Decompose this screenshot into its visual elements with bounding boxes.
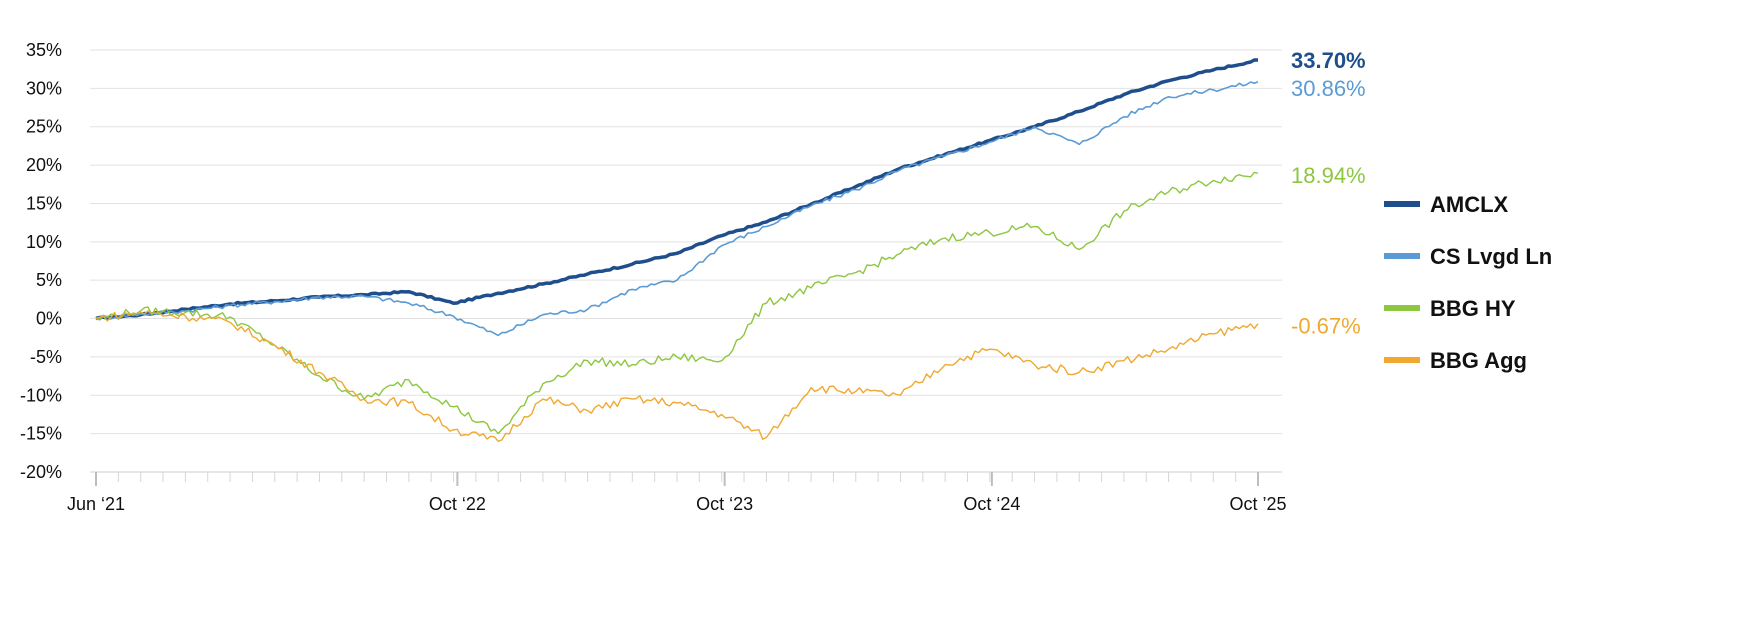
legend-swatch: [1384, 201, 1420, 207]
legend-swatch: [1384, 305, 1420, 311]
x-tick-label: Jun ‘21: [67, 494, 125, 514]
y-tick-label: 5%: [36, 270, 62, 290]
gridlines: [90, 49, 1282, 473]
legend-label: AMCLX: [1430, 192, 1509, 217]
x-axis: Jun ‘21 Oct ‘22 Oct ‘23 Oct ‘24 Oct ’25: [67, 471, 1287, 514]
x-tick-label: Oct ‘23: [696, 494, 753, 514]
end-value-label: 30.86%: [1291, 76, 1366, 101]
end-value-label: 33.70%: [1291, 48, 1366, 73]
legend-label: BBG Agg: [1430, 348, 1527, 373]
legend-label: CS Lvgd Ln: [1430, 244, 1552, 269]
legend-swatch: [1384, 357, 1420, 363]
y-tick-label: -20%: [20, 462, 62, 482]
legend-swatch: [1384, 253, 1420, 259]
end-value-label: 18.94%: [1291, 163, 1366, 188]
y-axis: 35% 30% 25% 20% 15% 10% 5% 0% -5% -10% -15% -20%: [20, 40, 62, 482]
series-line-1: [95, 81, 1259, 337]
series-lines: [95, 58, 1259, 442]
legend: AMCLX CS Lvgd Ln BBG HY BBG Agg: [1384, 192, 1552, 373]
y-tick-label: 0%: [36, 309, 62, 329]
y-tick-label: 20%: [26, 155, 62, 175]
x-tick-label: Oct ‘22: [429, 494, 486, 514]
end-value-label: -0.67%: [1291, 314, 1361, 339]
series-line-3: [95, 310, 1259, 442]
legend-label: BBG HY: [1430, 296, 1516, 321]
y-tick-label: 10%: [26, 232, 62, 252]
x-tick-label: Oct ’25: [1229, 494, 1286, 514]
end-value-labels: 33.70% 30.86% 18.94% -0.67%: [1291, 48, 1366, 339]
y-tick-label: 30%: [26, 78, 62, 98]
x-tick-label: Oct ‘24: [963, 494, 1020, 514]
y-tick-label: -5%: [30, 347, 62, 367]
y-tick-label: 25%: [26, 117, 62, 137]
y-tick-label: 15%: [26, 193, 62, 213]
y-tick-label: -10%: [20, 385, 62, 405]
y-tick-label: -15%: [20, 424, 62, 444]
series-line-2: [95, 171, 1259, 435]
y-tick-label: 35%: [26, 40, 62, 60]
